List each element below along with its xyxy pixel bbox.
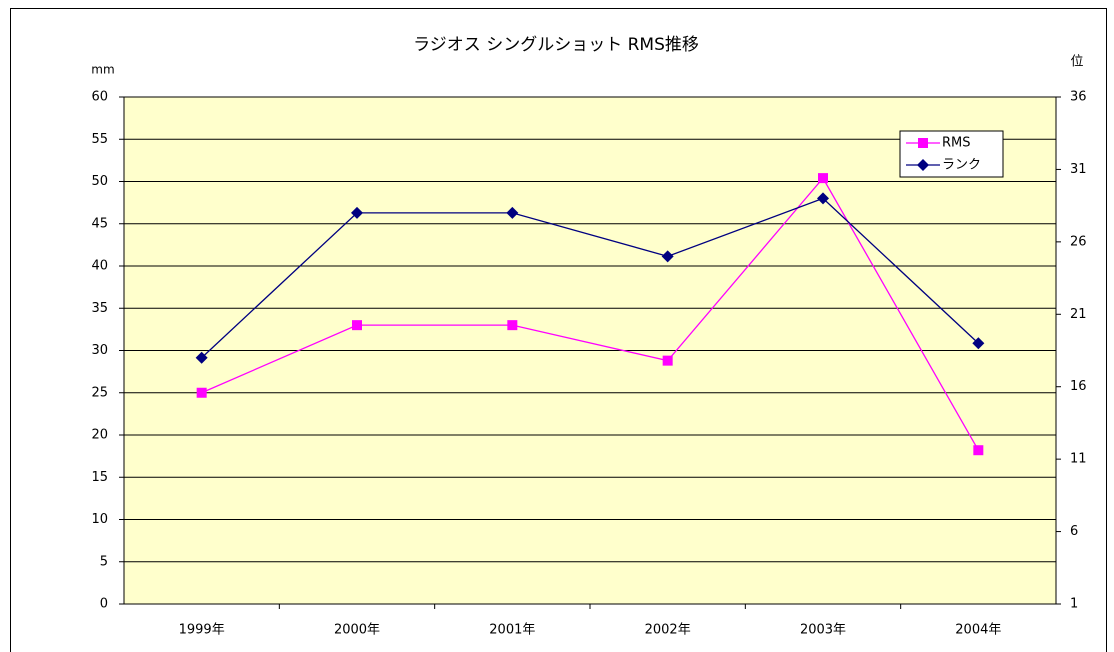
y2-tick-label: 31 [1070,162,1087,177]
y-tick-label: 35 [91,301,108,316]
y-tick-label: 25 [91,385,108,400]
y-tick-label: 0 [100,597,108,612]
y-tick-label: 30 [91,343,108,358]
x-tick-label: 1999年 [179,623,225,638]
legend-label: RMS [942,136,971,151]
y2-tick-label: 36 [1070,90,1087,105]
y-tick-label: 40 [91,259,108,274]
data-point [661,250,674,263]
y2-tick-label: 11 [1070,452,1087,467]
data-point [973,445,984,456]
y2-axis-label: 位 [1070,55,1083,70]
data-point [817,192,829,205]
data-point [506,206,519,219]
series-line [201,197,979,359]
y-tick-label: 10 [91,512,108,527]
y2-tick-label: 16 [1070,379,1087,394]
data-point [507,320,518,331]
y2-tick-label: 1 [1070,597,1078,612]
data-point [972,337,985,350]
x-tick-label: 2002年 [645,623,691,638]
series-line [201,176,979,451]
y2-tick-label: 21 [1070,307,1087,322]
y2-tick-label: 26 [1070,234,1087,249]
y-tick-label: 60 [91,90,108,105]
legend: RMS ランク [899,130,1004,178]
data-point [352,320,362,331]
chart-title: ラジオス シングルショット RMS推移 [413,35,699,55]
legend-label: ランク [942,158,981,173]
x-tick-label: 2003年 [800,623,846,638]
x-tick-label: 2001年 [489,623,535,638]
y-tick-label: 20 [91,428,108,443]
y-tick-label: 50 [91,174,108,189]
y-tick-label: 5 [100,554,108,569]
data-point [195,351,208,364]
data-point [818,173,828,184]
y-axis-label: mm [91,63,114,77]
legend-marker [918,138,928,148]
data-point [351,206,363,219]
y2-tick-label: 6 [1070,524,1078,539]
y-tick-label: 55 [91,132,108,147]
x-tick-label: 2004年 [955,623,1001,638]
y-tick-label: 45 [91,216,108,231]
y-tick-label: 15 [91,470,108,485]
legend-box [899,130,1004,178]
legend-marker [917,159,929,171]
data-point [196,387,207,398]
x-tick-label: 2000年 [334,623,380,638]
data-point [662,355,673,366]
